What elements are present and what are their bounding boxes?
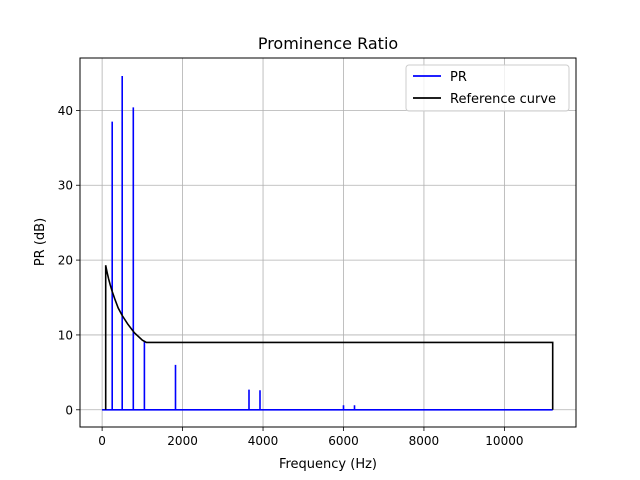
- y-axis: 0 10 20 30 40: [58, 104, 80, 417]
- x-tick-label: 6000: [328, 434, 359, 448]
- legend-label-pr: PR: [450, 70, 467, 85]
- x-tick-label: 0: [98, 434, 106, 448]
- series-reference-curve-line: [104, 265, 554, 410]
- y-tick-label: 0: [65, 403, 73, 417]
- legend-label-reference-curve: Reference curve: [450, 92, 556, 107]
- x-tick-label: 8000: [409, 434, 440, 448]
- chart-title: Prominence Ratio: [258, 34, 398, 53]
- legend: PR Reference curve: [405, 64, 570, 112]
- series-layer: [102, 76, 554, 411]
- series-pr-line: [102, 76, 553, 411]
- x-tick-label: 4000: [248, 434, 279, 448]
- y-tick-label: 20: [58, 254, 73, 268]
- x-tick-label: 10000: [485, 434, 523, 448]
- x-tick-label: 2000: [167, 434, 198, 448]
- y-tick-label: 10: [58, 328, 73, 342]
- x-axis-label: Frequency (Hz): [279, 457, 377, 472]
- legend-box: [405, 64, 570, 112]
- x-axis: 0 2000 4000 6000 8000 10000: [98, 427, 523, 448]
- y-tick-label: 40: [58, 104, 73, 118]
- plot-area-frame: [79, 57, 577, 428]
- y-tick-label: 30: [58, 179, 73, 193]
- y-axis-label: PR (dB): [33, 218, 48, 266]
